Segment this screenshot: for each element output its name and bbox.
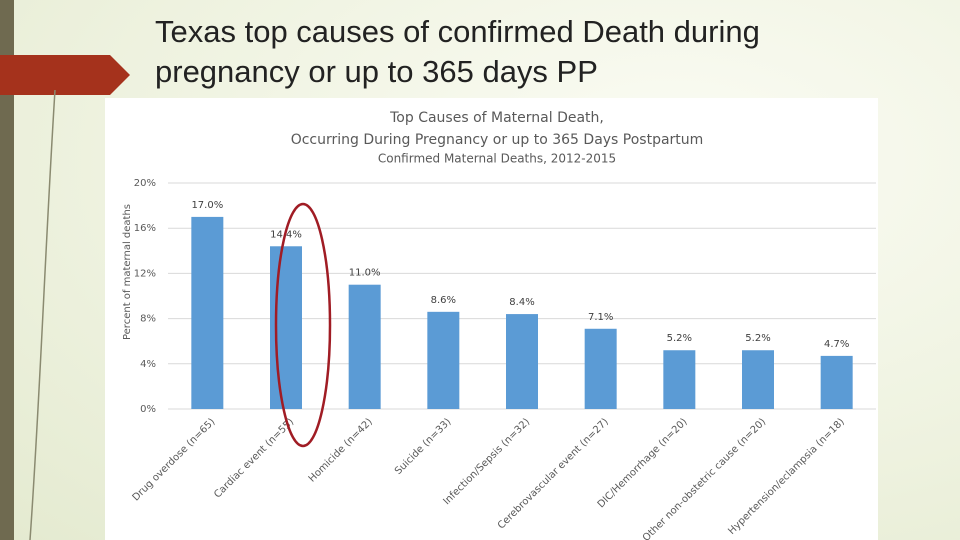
y-tick-label: 8% bbox=[140, 314, 156, 325]
bar bbox=[584, 328, 617, 409]
bar bbox=[663, 350, 696, 409]
data-label: 7.1% bbox=[588, 312, 613, 323]
bar bbox=[427, 311, 460, 409]
bar bbox=[191, 216, 224, 409]
bar bbox=[742, 350, 774, 409]
bar bbox=[820, 355, 853, 409]
accent-arrow bbox=[0, 55, 130, 95]
chart-title: Top Causes of Maternal Death, bbox=[389, 110, 604, 126]
highlight-ellipse bbox=[274, 202, 332, 448]
y-axis-label: Percent of maternal deaths bbox=[122, 204, 133, 340]
data-label: 11.0% bbox=[349, 268, 381, 279]
slide-title: Texas top causes of confirmed Death duri… bbox=[155, 14, 760, 89]
y-tick-label: 20% bbox=[134, 178, 156, 189]
chart-title: Occurring During Pregnancy or up to 365 … bbox=[291, 132, 704, 148]
chart-subtitle: Confirmed Maternal Deaths, 2012-2015 bbox=[378, 152, 616, 166]
side-bar bbox=[0, 0, 14, 540]
data-label: 5.2% bbox=[667, 333, 692, 344]
decor-line bbox=[29, 89, 56, 540]
y-tick-label: 0% bbox=[140, 404, 156, 415]
data-label: 4.7% bbox=[824, 339, 849, 350]
y-tick-label: 4% bbox=[140, 359, 156, 370]
data-label: 8.4% bbox=[509, 297, 534, 308]
bar bbox=[348, 284, 381, 409]
y-tick-label: 12% bbox=[134, 268, 156, 279]
data-label: 5.2% bbox=[745, 333, 770, 344]
data-label: 17.0% bbox=[191, 200, 223, 211]
data-label: 8.6% bbox=[431, 295, 456, 306]
y-tick-label: 16% bbox=[134, 223, 156, 234]
bar bbox=[506, 314, 538, 409]
